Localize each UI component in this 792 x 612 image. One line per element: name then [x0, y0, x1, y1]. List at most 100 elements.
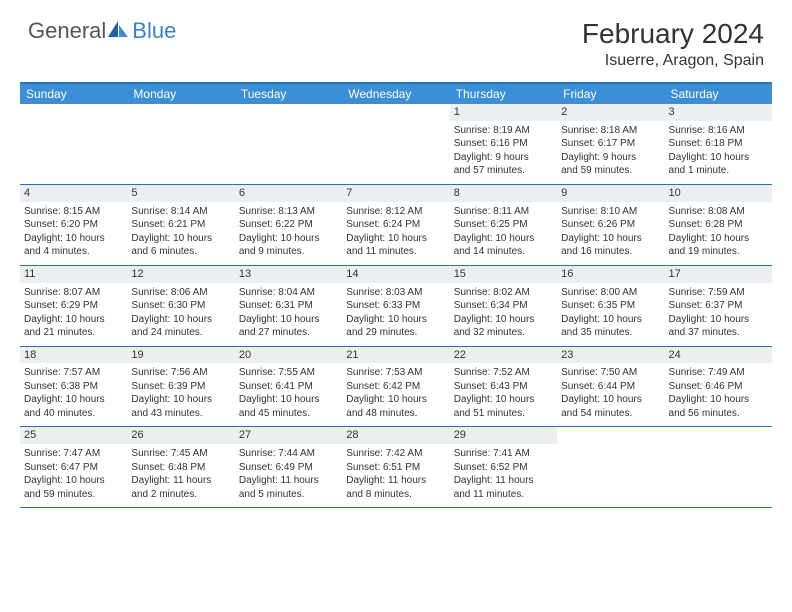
day-info-line: and 19 minutes.	[669, 245, 768, 259]
day-number: 26	[127, 427, 234, 444]
day-info-line: Daylight: 10 hours	[24, 393, 123, 407]
day-info-line: and 37 minutes.	[669, 326, 768, 340]
day-info-line: Daylight: 11 hours	[239, 474, 338, 488]
day-info-line: Sunset: 6:28 PM	[669, 218, 768, 232]
day-cell: 29Sunrise: 7:41 AMSunset: 6:52 PMDayligh…	[450, 427, 557, 507]
day-info-line: and 8 minutes.	[346, 488, 445, 502]
day-info-line: and 45 minutes.	[239, 407, 338, 421]
day-info-line: and 59 minutes.	[24, 488, 123, 502]
day-info-line: Sunrise: 8:02 AM	[454, 286, 553, 300]
day-info-line: Sunset: 6:33 PM	[346, 299, 445, 313]
day-info-line: Daylight: 10 hours	[24, 232, 123, 246]
day-info-line: Sunrise: 8:06 AM	[131, 286, 230, 300]
day-cell: 11Sunrise: 8:07 AMSunset: 6:29 PMDayligh…	[20, 266, 127, 346]
day-cell: 19Sunrise: 7:56 AMSunset: 6:39 PMDayligh…	[127, 347, 234, 427]
day-info-line: and 1 minute.	[669, 164, 768, 178]
day-info-line: and 32 minutes.	[454, 326, 553, 340]
day-info-line: and 9 minutes.	[239, 245, 338, 259]
day-cell: 16Sunrise: 8:00 AMSunset: 6:35 PMDayligh…	[557, 266, 664, 346]
day-info-line: Daylight: 10 hours	[454, 393, 553, 407]
day-number: 22	[450, 347, 557, 364]
week-row: 4Sunrise: 8:15 AMSunset: 6:20 PMDaylight…	[20, 185, 772, 266]
day-cell: 18Sunrise: 7:57 AMSunset: 6:38 PMDayligh…	[20, 347, 127, 427]
day-info-line: Daylight: 10 hours	[24, 313, 123, 327]
logo-text-general: General	[28, 18, 106, 44]
day-cell: 2Sunrise: 8:18 AMSunset: 6:17 PMDaylight…	[557, 104, 664, 184]
day-info-line: Sunrise: 7:59 AM	[669, 286, 768, 300]
week-row: 25Sunrise: 7:47 AMSunset: 6:47 PMDayligh…	[20, 427, 772, 508]
day-info-line: and 27 minutes.	[239, 326, 338, 340]
day-number: 2	[557, 104, 664, 121]
day-info-line: Sunrise: 7:42 AM	[346, 447, 445, 461]
day-cell: 5Sunrise: 8:14 AMSunset: 6:21 PMDaylight…	[127, 185, 234, 265]
weekday-header: Wednesday	[342, 84, 449, 104]
day-number: 17	[665, 266, 772, 283]
day-info-line: and 11 minutes.	[454, 488, 553, 502]
day-cell: 15Sunrise: 8:02 AMSunset: 6:34 PMDayligh…	[450, 266, 557, 346]
day-info-line: Sunset: 6:34 PM	[454, 299, 553, 313]
day-cell: 8Sunrise: 8:11 AMSunset: 6:25 PMDaylight…	[450, 185, 557, 265]
weekday-header: Sunday	[20, 84, 127, 104]
weekday-header: Tuesday	[235, 84, 342, 104]
day-info-line: and 51 minutes.	[454, 407, 553, 421]
day-cell: 12Sunrise: 8:06 AMSunset: 6:30 PMDayligh…	[127, 266, 234, 346]
day-cell-empty	[665, 427, 772, 507]
day-info-line: Sunset: 6:38 PM	[24, 380, 123, 394]
week-row: 1Sunrise: 8:19 AMSunset: 6:16 PMDaylight…	[20, 104, 772, 185]
day-info-line: Daylight: 10 hours	[561, 393, 660, 407]
day-number: 5	[127, 185, 234, 202]
day-number: 9	[557, 185, 664, 202]
day-info-line: Sunrise: 8:15 AM	[24, 205, 123, 219]
day-info-line: Sunset: 6:37 PM	[669, 299, 768, 313]
logo: General Blue	[28, 18, 176, 44]
day-info-line: and 57 minutes.	[454, 164, 553, 178]
day-cell-empty	[342, 104, 449, 184]
day-info-line: Daylight: 10 hours	[239, 232, 338, 246]
day-info-line: and 14 minutes.	[454, 245, 553, 259]
day-info-line: Sunset: 6:29 PM	[24, 299, 123, 313]
day-info-line: Sunrise: 7:44 AM	[239, 447, 338, 461]
weekday-header: Thursday	[450, 84, 557, 104]
day-info-line: Sunrise: 7:52 AM	[454, 366, 553, 380]
day-info-line: Sunrise: 8:00 AM	[561, 286, 660, 300]
day-cell: 21Sunrise: 7:53 AMSunset: 6:42 PMDayligh…	[342, 347, 449, 427]
weekday-header: Monday	[127, 84, 234, 104]
day-info-line: Sunrise: 7:47 AM	[24, 447, 123, 461]
day-info-line: Sunset: 6:31 PM	[239, 299, 338, 313]
day-number: 20	[235, 347, 342, 364]
day-cell: 26Sunrise: 7:45 AMSunset: 6:48 PMDayligh…	[127, 427, 234, 507]
weeks-container: 1Sunrise: 8:19 AMSunset: 6:16 PMDaylight…	[20, 104, 772, 508]
day-cell: 20Sunrise: 7:55 AMSunset: 6:41 PMDayligh…	[235, 347, 342, 427]
day-info-line: Sunset: 6:41 PM	[239, 380, 338, 394]
day-info-line: and 35 minutes.	[561, 326, 660, 340]
day-info-line: Daylight: 10 hours	[131, 232, 230, 246]
day-info-line: Sunrise: 7:50 AM	[561, 366, 660, 380]
day-info-line: Sunrise: 7:56 AM	[131, 366, 230, 380]
day-number: 7	[342, 185, 449, 202]
day-info-line: Sunrise: 7:53 AM	[346, 366, 445, 380]
day-info-line: Sunset: 6:16 PM	[454, 137, 553, 151]
day-info-line: Daylight: 10 hours	[131, 313, 230, 327]
day-info-line: Sunrise: 8:04 AM	[239, 286, 338, 300]
month-title: February 2024	[582, 18, 764, 50]
day-cell: 1Sunrise: 8:19 AMSunset: 6:16 PMDaylight…	[450, 104, 557, 184]
day-info-line: Sunrise: 8:10 AM	[561, 205, 660, 219]
day-number: 18	[20, 347, 127, 364]
day-info-line: Daylight: 11 hours	[131, 474, 230, 488]
day-info-line: Daylight: 10 hours	[669, 232, 768, 246]
day-info-line: Sunrise: 8:08 AM	[669, 205, 768, 219]
day-cell-empty	[235, 104, 342, 184]
day-number: 3	[665, 104, 772, 121]
day-cell: 14Sunrise: 8:03 AMSunset: 6:33 PMDayligh…	[342, 266, 449, 346]
day-info-line: and 59 minutes.	[561, 164, 660, 178]
day-number: 21	[342, 347, 449, 364]
day-info-line: and 16 minutes.	[561, 245, 660, 259]
day-info-line: and 48 minutes.	[346, 407, 445, 421]
day-cell-empty	[557, 427, 664, 507]
day-info-line: Sunset: 6:49 PM	[239, 461, 338, 475]
day-info-line: Daylight: 9 hours	[454, 151, 553, 165]
day-cell: 27Sunrise: 7:44 AMSunset: 6:49 PMDayligh…	[235, 427, 342, 507]
day-info-line: Sunrise: 8:11 AM	[454, 205, 553, 219]
day-info-line: Daylight: 10 hours	[454, 313, 553, 327]
day-number: 25	[20, 427, 127, 444]
